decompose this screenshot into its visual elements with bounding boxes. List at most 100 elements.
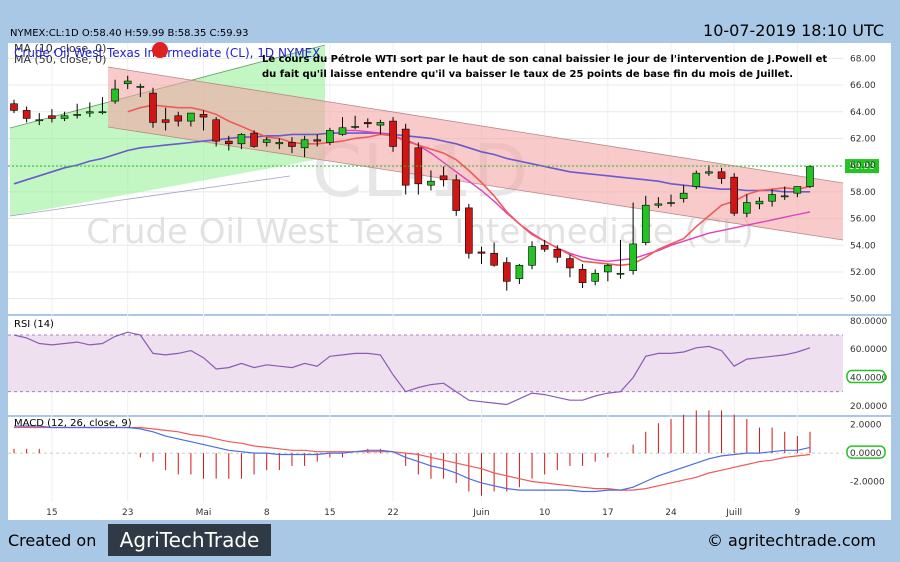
downtrend-channel-lower	[107, 126, 844, 241]
candle-body	[591, 272, 600, 282]
candle-body	[477, 251, 486, 254]
candle-body	[48, 115, 56, 119]
rsi-line	[13, 331, 811, 406]
candle-body	[174, 115, 183, 122]
candle-body	[389, 120, 397, 147]
candle-body	[136, 86, 145, 88]
candle-body	[578, 268, 587, 283]
last-price-box	[845, 159, 879, 174]
ma50-line	[13, 132, 810, 193]
macd-tick-label: 0.0000	[850, 449, 882, 459]
candle-body	[604, 264, 612, 273]
candle-body	[237, 134, 246, 145]
candle-body	[187, 112, 195, 122]
time-tick-label: Juill	[725, 508, 742, 518]
rsi-axis	[843, 316, 891, 415]
candle-body	[262, 139, 271, 143]
candle-body	[275, 142, 284, 145]
downtrend-channel-upper	[107, 66, 844, 184]
candle-body	[641, 204, 650, 243]
price-tick-label: 54.00	[850, 241, 876, 251]
rsi-value-marker	[846, 369, 886, 384]
price-tick-label: 68.00	[850, 54, 876, 64]
candle-body	[654, 203, 663, 206]
candle-body	[427, 180, 435, 186]
macd-panel	[8, 417, 843, 502]
candle-body	[326, 130, 334, 143]
candle-body	[161, 119, 170, 123]
candle-body	[212, 119, 220, 142]
time-tick-label: 17	[602, 508, 613, 518]
site-link[interactable]: © agritechtrade.com	[706, 531, 876, 550]
candle-body	[123, 80, 132, 85]
candle-body	[10, 103, 18, 111]
candle-body	[288, 142, 296, 147]
ohlc-header: NYMEX:CL:1D O:58.40 H:59.99 B:58.35 C:59…	[10, 28, 249, 39]
macd-label: MACD (12, 26, close, 9)	[14, 418, 132, 429]
candle-body	[679, 192, 688, 199]
time-tick-label: 22	[387, 508, 398, 518]
logo-part-a: Agri	[119, 528, 160, 552]
annotation-line-2: du fait qu'il laisse entendre qu'il va b…	[262, 69, 793, 80]
candle-body	[98, 111, 107, 114]
candle-body	[629, 243, 637, 271]
macd-line	[14, 425, 811, 493]
price-tick-label: 62.00	[850, 134, 876, 144]
time-tick-label: 8	[264, 508, 270, 518]
last-price-label: 59.93	[849, 162, 875, 172]
candle-body	[313, 139, 322, 142]
macd-signal-line	[14, 426, 811, 491]
candle-body	[780, 195, 789, 198]
candle-body	[806, 166, 814, 187]
candle-body	[22, 110, 31, 119]
candle-body	[692, 172, 701, 187]
candle-body	[351, 126, 359, 128]
price-tick-label: 58.00	[850, 188, 876, 198]
candle-body	[300, 139, 309, 149]
macd-axis	[843, 417, 891, 502]
x-axis	[8, 502, 891, 520]
macd-tick-label: -2.0000	[850, 478, 885, 488]
rsi-band	[8, 335, 843, 392]
candle-body	[616, 272, 625, 275]
rsi-tick-label: 40.0000	[850, 374, 887, 384]
time-tick-label: 24	[665, 508, 677, 518]
rsi-tick-label: 60.0000	[850, 345, 887, 355]
uptrend-channel-lower	[9, 175, 291, 217]
candle-body	[60, 115, 69, 119]
candle-body	[452, 179, 461, 211]
time-tick-label: 15	[324, 508, 335, 518]
candle-body	[540, 244, 549, 250]
price-tick-label: 60.00	[850, 161, 876, 171]
candle-body	[465, 207, 473, 254]
candle-body	[338, 127, 347, 135]
legend-ma50: MA (50, close, 0)	[14, 53, 106, 66]
time-tick-label: 23	[122, 508, 133, 518]
candle-body	[705, 171, 713, 174]
candle-body	[73, 114, 81, 116]
candle-body	[363, 122, 372, 125]
agritechtrade-logo[interactable]: AgriTechTrade	[108, 524, 271, 556]
datetime-header: 10-07-2019 18:10 UTC	[703, 21, 884, 40]
candle-body	[490, 252, 498, 266]
candle-body	[376, 122, 385, 126]
candle-body	[768, 194, 776, 202]
candle-body	[401, 128, 410, 186]
alert-badge[interactable]	[152, 42, 168, 58]
candle-body	[515, 264, 524, 279]
time-tick-label: Mai	[196, 508, 212, 518]
price-tick-label: 50.00	[850, 295, 876, 305]
candle-body	[502, 262, 511, 282]
price-tick-label: 64.00	[850, 108, 876, 118]
legend-ma10: MA (10, close, 0)	[14, 42, 106, 55]
price-tick-label: 56.00	[850, 215, 876, 225]
candle-body	[566, 258, 574, 269]
annotation-line-1: Le cours du Pétrole WTI sort par le haut…	[262, 53, 827, 65]
ma10-line	[127, 104, 811, 267]
candle-body	[743, 202, 751, 214]
candle-body	[250, 132, 258, 147]
rsi-label: RSI (14)	[14, 319, 54, 330]
time-tick-label: 10	[539, 508, 551, 518]
macd-value-marker	[846, 445, 886, 459]
watermark-name: Crude Oil West Texas Intermediate (CL)	[86, 212, 754, 252]
